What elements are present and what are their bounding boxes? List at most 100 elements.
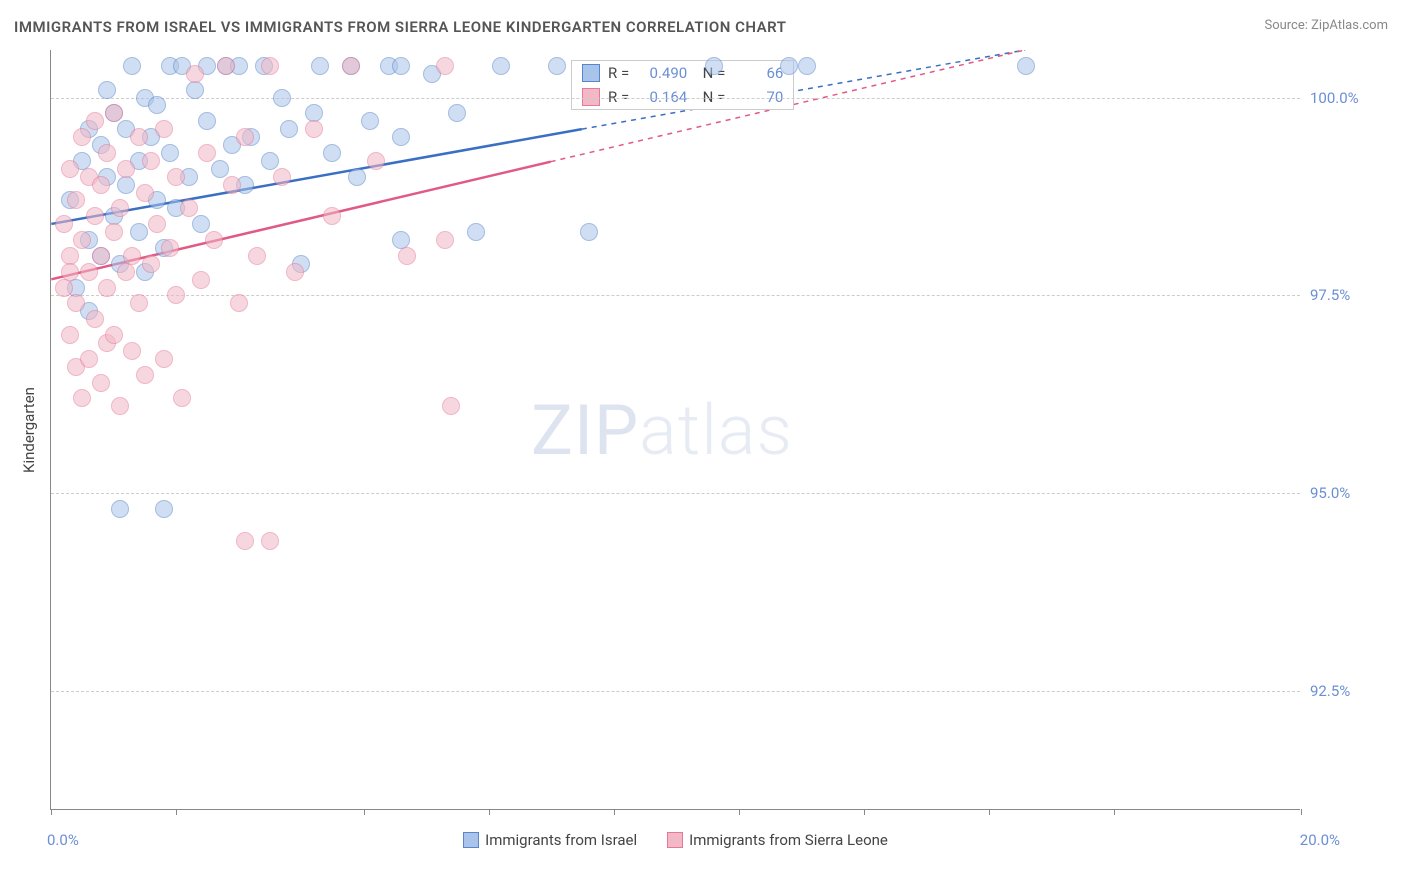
y-axis-title: Kindergarten xyxy=(20,387,38,473)
y-tick-label: 100.0% xyxy=(1310,89,1390,107)
scatter-point xyxy=(186,65,204,83)
r-value: 0.490 xyxy=(637,64,687,82)
scatter-point xyxy=(86,112,104,130)
scatter-point xyxy=(198,112,216,130)
x-axis-max-label: 20.0% xyxy=(1300,831,1340,849)
scatter-point xyxy=(348,168,366,186)
scatter-point xyxy=(180,199,198,217)
plot-area: ZIPatlas R =0.490 N =66R =0.164 N =70 92… xyxy=(50,50,1300,810)
x-tick xyxy=(176,809,177,815)
scatter-point xyxy=(236,532,254,550)
scatter-point xyxy=(436,231,454,249)
scatter-point xyxy=(311,57,329,75)
scatter-point xyxy=(123,57,141,75)
scatter-point xyxy=(123,342,141,360)
scatter-point xyxy=(155,120,173,138)
gridline-h xyxy=(51,98,1300,99)
scatter-point xyxy=(392,128,410,146)
scatter-point xyxy=(305,120,323,138)
scatter-point xyxy=(161,239,179,257)
scatter-point xyxy=(73,231,91,249)
scatter-point xyxy=(398,247,416,265)
scatter-point xyxy=(86,207,104,225)
scatter-point xyxy=(148,215,166,233)
x-tick xyxy=(989,809,990,815)
scatter-point xyxy=(273,168,291,186)
legend-item: Immigrants from Sierra Leone xyxy=(667,831,888,849)
scatter-point xyxy=(130,294,148,312)
y-tick-label: 97.5% xyxy=(1310,286,1390,304)
scatter-point xyxy=(198,144,216,162)
scatter-point xyxy=(61,326,79,344)
scatter-point xyxy=(205,231,223,249)
x-tick xyxy=(614,809,615,815)
scatter-point xyxy=(442,397,460,415)
scatter-point xyxy=(223,176,241,194)
watermark: ZIPatlas xyxy=(531,390,793,472)
scatter-point xyxy=(323,207,341,225)
scatter-point xyxy=(111,500,129,518)
stats-row: R =0.490 N =66 xyxy=(572,61,793,85)
scatter-point xyxy=(580,223,598,241)
scatter-point xyxy=(61,160,79,178)
gridline-h xyxy=(51,493,1300,494)
scatter-point xyxy=(367,152,385,170)
scatter-point xyxy=(161,144,179,162)
scatter-point xyxy=(448,104,466,122)
scatter-point xyxy=(61,263,79,281)
scatter-point xyxy=(111,397,129,415)
scatter-point xyxy=(173,389,191,407)
x-tick xyxy=(51,809,52,815)
scatter-point xyxy=(80,263,98,281)
legend-swatch xyxy=(463,832,479,848)
scatter-point xyxy=(111,199,129,217)
scatter-point xyxy=(98,279,116,297)
source-attribution: Source: ZipAtlas.com xyxy=(1264,18,1388,33)
scatter-point xyxy=(155,500,173,518)
chart-title: IMMIGRANTS FROM ISRAEL VS IMMIGRANTS FRO… xyxy=(14,18,786,36)
scatter-point xyxy=(217,57,235,75)
y-tick-label: 92.5% xyxy=(1310,682,1390,700)
scatter-point xyxy=(467,223,485,241)
scatter-point xyxy=(798,57,816,75)
scatter-point xyxy=(1017,57,1035,75)
scatter-point xyxy=(236,128,254,146)
gridline-h xyxy=(51,691,1300,692)
correlation-stats-box: R =0.490 N =66R =0.164 N =70 xyxy=(571,60,794,110)
scatter-point xyxy=(492,57,510,75)
stats-swatch xyxy=(582,64,600,82)
scatter-point xyxy=(92,176,110,194)
scatter-point xyxy=(167,286,185,304)
scatter-point xyxy=(167,168,185,186)
scatter-point xyxy=(392,57,410,75)
scatter-point xyxy=(230,294,248,312)
scatter-point xyxy=(80,350,98,368)
scatter-point xyxy=(92,374,110,392)
scatter-point xyxy=(55,279,73,297)
legend-label: Immigrants from Sierra Leone xyxy=(689,831,888,849)
scatter-point xyxy=(105,326,123,344)
x-tick xyxy=(489,809,490,815)
y-tick-label: 95.0% xyxy=(1310,484,1390,502)
scatter-point xyxy=(286,263,304,281)
scatter-point xyxy=(117,160,135,178)
scatter-point xyxy=(780,57,798,75)
x-tick xyxy=(864,809,865,815)
scatter-point xyxy=(136,184,154,202)
x-tick xyxy=(739,809,740,815)
scatter-point xyxy=(261,532,279,550)
scatter-point xyxy=(192,215,210,233)
scatter-point xyxy=(73,389,91,407)
x-tick xyxy=(364,809,365,815)
scatter-point xyxy=(342,57,360,75)
legend-label: Immigrants from Israel xyxy=(485,831,637,849)
scatter-point xyxy=(142,152,160,170)
scatter-point xyxy=(273,89,291,107)
scatter-point xyxy=(323,144,341,162)
scatter-point xyxy=(123,247,141,265)
scatter-point xyxy=(105,223,123,241)
legend-swatch xyxy=(667,832,683,848)
scatter-point xyxy=(105,104,123,122)
trend-lines xyxy=(51,50,1300,809)
scatter-point xyxy=(261,152,279,170)
